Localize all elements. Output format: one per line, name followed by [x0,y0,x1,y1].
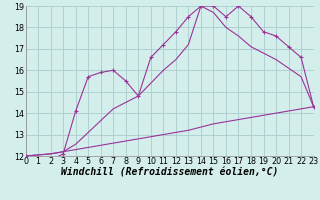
X-axis label: Windchill (Refroidissement éolien,°C): Windchill (Refroidissement éolien,°C) [61,168,278,178]
